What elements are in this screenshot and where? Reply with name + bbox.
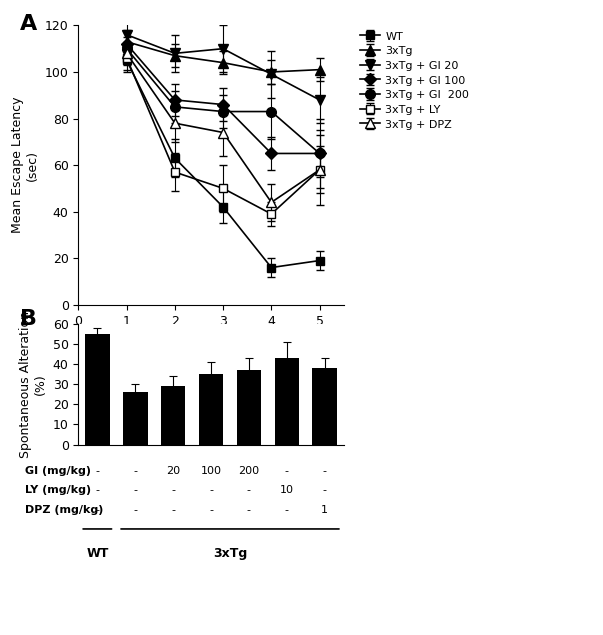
- Text: -: -: [285, 466, 289, 476]
- Text: -: -: [209, 485, 213, 495]
- Text: -: -: [95, 466, 99, 476]
- Text: B: B: [20, 309, 37, 330]
- Bar: [274, 358, 299, 444]
- Text: WT: WT: [86, 547, 109, 560]
- Text: -: -: [95, 485, 99, 495]
- Text: 20: 20: [166, 466, 180, 476]
- Text: GI (mg/kg): GI (mg/kg): [25, 466, 91, 476]
- Text: 100: 100: [201, 466, 221, 476]
- Text: A: A: [20, 14, 37, 34]
- Text: -: -: [209, 505, 213, 514]
- Bar: [236, 370, 261, 444]
- Text: -: -: [247, 505, 251, 514]
- Bar: [199, 374, 223, 444]
- Y-axis label: Mean Escape Latency
(sec): Mean Escape Latency (sec): [11, 97, 39, 233]
- Text: -: -: [133, 466, 137, 476]
- Bar: [312, 368, 337, 444]
- Text: -: -: [133, 505, 137, 514]
- Text: 10: 10: [280, 485, 294, 495]
- Text: LY (mg/kg): LY (mg/kg): [25, 485, 92, 495]
- Text: -: -: [95, 505, 99, 514]
- X-axis label: Training Days: Training Days: [163, 333, 259, 346]
- Bar: [161, 386, 186, 444]
- Text: 200: 200: [238, 466, 259, 476]
- Text: 1: 1: [321, 505, 328, 514]
- Bar: [123, 392, 148, 444]
- Text: -: -: [133, 485, 137, 495]
- Text: -: -: [171, 485, 175, 495]
- Text: -: -: [247, 485, 251, 495]
- Text: -: -: [285, 505, 289, 514]
- Text: -: -: [171, 505, 175, 514]
- Bar: [85, 334, 110, 444]
- Text: -: -: [323, 466, 327, 476]
- Text: -: -: [323, 485, 327, 495]
- Text: 3xTg: 3xTg: [213, 547, 247, 560]
- Y-axis label: Spontaneous Alteration
(%): Spontaneous Alteration (%): [19, 311, 47, 458]
- Text: DPZ (mg/kg): DPZ (mg/kg): [25, 505, 104, 514]
- Legend: WT, 3xTg, 3xTg + GI 20, 3xTg + GI 100, 3xTg + GI  200, 3xTg + LY, 3xTg + DPZ: WT, 3xTg, 3xTg + GI 20, 3xTg + GI 100, 3…: [360, 31, 469, 130]
